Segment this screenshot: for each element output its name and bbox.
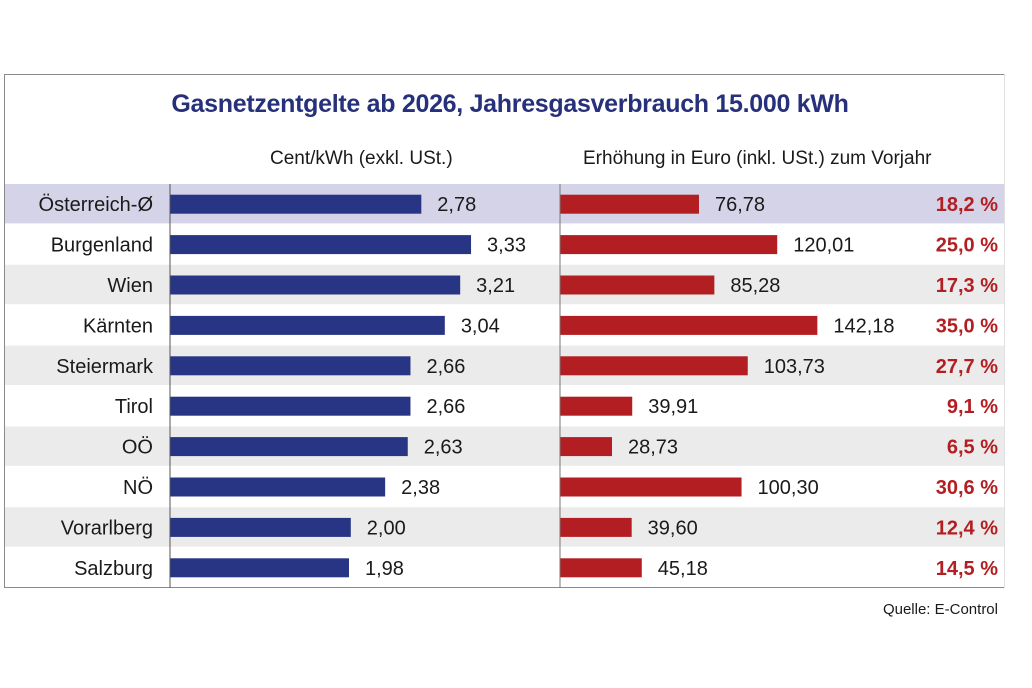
bar-euro-increase — [560, 356, 748, 376]
percent-label: 14,5 % — [936, 558, 998, 580]
value-label-euro: 76,78 — [715, 194, 765, 216]
percent-label: 18,2 % — [936, 194, 998, 216]
value-label-euro: 142,18 — [833, 315, 894, 337]
bar-cent-per-kwh — [170, 235, 472, 255]
category-label: Salzburg — [74, 558, 153, 580]
value-label-cent: 2,78 — [437, 194, 476, 216]
value-label-cent: 2,63 — [424, 437, 463, 459]
value-label-euro: 120,01 — [793, 235, 854, 257]
row-background — [5, 426, 1004, 466]
value-label-cent: 2,00 — [367, 517, 406, 539]
bar-euro-increase — [560, 275, 715, 295]
category-label: Österreich-Ø — [39, 194, 153, 216]
source-note: Quelle: E-Control — [882, 601, 998, 618]
percent-label: 6,5 % — [947, 437, 998, 459]
value-label-euro: 39,60 — [648, 517, 698, 539]
percent-label: 35,0 % — [936, 315, 998, 337]
value-label-euro: 39,91 — [648, 396, 698, 418]
category-label: OÖ — [122, 437, 153, 459]
value-label-cent: 2,38 — [401, 477, 440, 499]
bar-euro-increase — [560, 437, 613, 457]
bar-euro-increase — [560, 235, 778, 255]
bar-euro-increase — [560, 315, 818, 335]
bar-cent-per-kwh — [170, 558, 349, 578]
percent-label: 25,0 % — [936, 235, 998, 257]
bar-cent-per-kwh — [170, 315, 445, 335]
category-label: Steiermark — [56, 356, 154, 378]
bar-cent-per-kwh — [170, 517, 351, 537]
header-increase-euro: Erhöhung in Euro (inkl. USt.) zum Vorjah… — [583, 148, 932, 169]
row-background — [5, 184, 1004, 224]
bar-cent-per-kwh — [170, 275, 461, 295]
value-label-cent: 3,21 — [476, 275, 515, 297]
bar-euro-increase — [560, 194, 699, 214]
percent-label: 27,7 % — [936, 356, 998, 378]
header-cent-per-kwh: Cent/kWh (exkl. USt.) — [270, 148, 453, 169]
value-label-euro: 103,73 — [764, 356, 825, 378]
percent-label: 12,4 % — [936, 517, 998, 539]
bar-euro-increase — [560, 477, 742, 497]
value-label-cent: 2,66 — [426, 396, 465, 418]
value-label-cent: 1,98 — [365, 558, 404, 580]
percent-label: 9,1 % — [947, 396, 998, 418]
chart-title: Gasnetzentgelte ab 2026, Jahresgasverbra… — [171, 90, 849, 118]
bar-euro-increase — [560, 558, 642, 578]
percent-label: 30,6 % — [936, 477, 998, 499]
bar-euro-increase — [560, 396, 633, 416]
bar-euro-increase — [560, 517, 632, 537]
value-label-euro: 85,28 — [730, 275, 780, 297]
category-label: NÖ — [123, 477, 153, 499]
category-label: Kärnten — [83, 315, 153, 337]
value-label-cent: 3,04 — [461, 315, 500, 337]
frame-right-edge — [1004, 74, 1005, 588]
value-label-euro: 45,18 — [658, 558, 708, 580]
row-background — [5, 345, 1004, 385]
bar-cent-per-kwh — [170, 396, 411, 416]
value-label-cent: 2,66 — [426, 356, 465, 378]
bar-cent-per-kwh — [170, 437, 408, 457]
category-label: Burgenland — [51, 235, 153, 257]
value-label-cent: 3,33 — [487, 235, 526, 257]
bar-cent-per-kwh — [170, 477, 386, 497]
value-label-euro: 28,73 — [628, 437, 678, 459]
category-label: Wien — [107, 275, 153, 297]
value-label-euro: 100,30 — [758, 477, 819, 499]
bar-cent-per-kwh — [170, 194, 422, 214]
bar-cent-per-kwh — [170, 356, 411, 376]
category-label: Vorarlberg — [61, 517, 153, 539]
percent-label: 17,3 % — [936, 275, 998, 297]
row-background — [5, 507, 1004, 547]
category-label: Tirol — [115, 396, 153, 418]
